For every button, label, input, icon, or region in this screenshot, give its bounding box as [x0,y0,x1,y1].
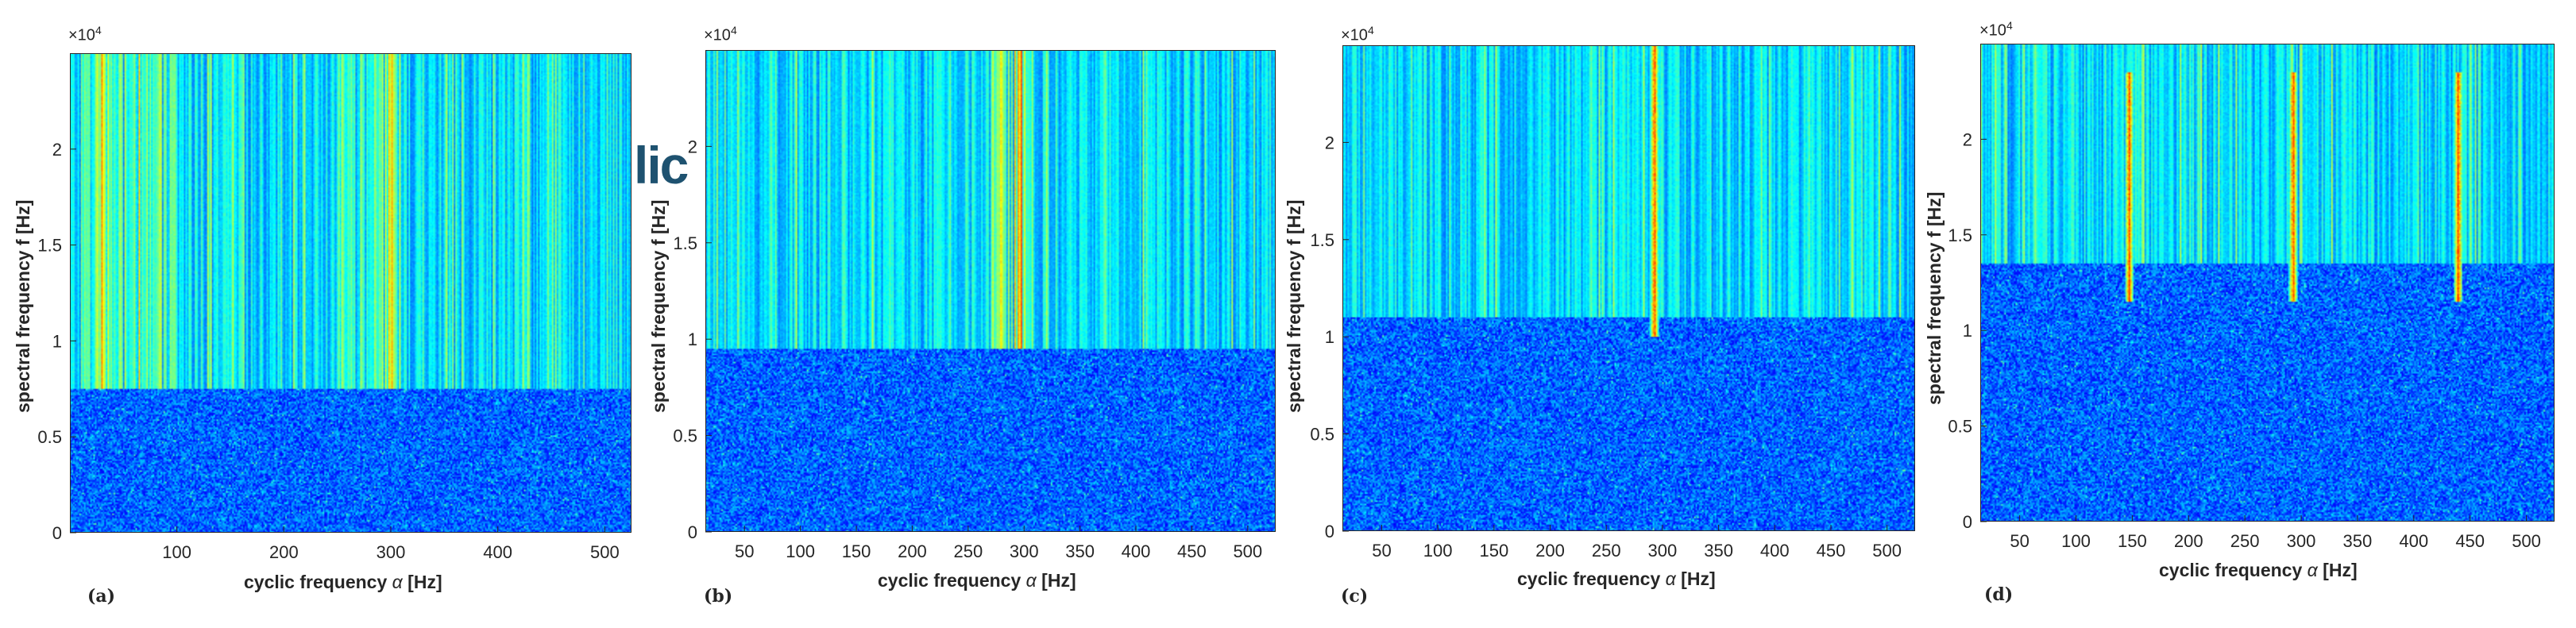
y-tick-label: 0.5 [673,426,697,446]
axis-ticks: 100 200 300 400 500 0 0.5 1 1.5 2 [37,140,620,562]
x-tick-label: 100 [786,541,815,561]
y-axis-label: spectral frequency f [Hz] [648,199,669,413]
y-tick-label: 1.5 [37,236,62,256]
x-tick-label: 350 [1704,541,1733,561]
x-tick-label: 400 [1122,541,1151,561]
y-tick-label: 0 [1963,512,1972,532]
y-tick-label: 1 [1963,321,1972,341]
heatmap-image [1980,44,2555,522]
x-tick-label: 100 [1423,541,1453,561]
x-tick-label: 50 [2010,531,2029,551]
overlay-text-fragment: lic [634,136,689,195]
x-tick-label: 500 [1872,541,1902,561]
y-multiplier: ×104 [68,24,102,44]
x-tick-label: 100 [2061,531,2091,551]
y-tick-label: 2 [1963,129,1972,149]
x-tick-label: 400 [2399,531,2428,551]
y-multiplier: ×104 [1979,19,2013,40]
heatmap-panel-d: ×104 50 100 150 200 250 300 350 400 450 500 0 0.5 1 1… [1906,0,2555,628]
heatmap-image [70,53,631,533]
x-tick-label: 500 [590,542,620,562]
y-multiplier: ×104 [1341,24,1374,44]
x-tick-label: 500 [2512,531,2541,551]
y-tick-label: 0.5 [1948,417,1972,437]
x-tick-label: 250 [953,541,983,561]
x-tick-label: 100 [162,542,191,562]
y-tick-label: 1 [52,331,62,351]
x-tick-label: 300 [2287,531,2316,551]
axis-ticks: 50 100 150 200 250 300 350 400 450 500 0 0.5 1 1.5 2 [1948,129,2541,551]
y-tick-label: 1 [688,329,697,349]
y-axis-label: spectral frequency f [Hz] [13,199,33,413]
heatmap-panel-a: ×104 100 200 300 400 500 0 0.5 1 1.5 2 spectral f… [0,0,643,628]
axis-ticks: 50 100 150 200 250 300 350 400 450 500 0 0.5 1 1.5 2 [1310,133,1902,561]
x-tick-label: 200 [1535,541,1565,561]
x-axis-label: cyclic frequency α [Hz] [878,570,1076,591]
x-tick-label: 400 [1760,541,1790,561]
x-tick-label: 200 [898,541,927,561]
x-axis-label: cyclic frequency α [Hz] [244,572,442,592]
x-tick-label: 150 [842,541,871,561]
heatmap-image [1342,45,1915,531]
plot-area [70,53,631,533]
panel-label: (c) [1341,586,1369,607]
y-tick-label: 2 [1325,133,1334,152]
x-tick-label: 500 [1233,541,1262,561]
y-tick-label: 1 [1325,327,1334,347]
x-axis-label: cyclic frequency α [Hz] [2159,560,2358,580]
x-tick-label: 450 [1817,541,1846,561]
panel-label: (a) [87,586,116,607]
x-tick-label: 300 [1010,541,1039,561]
x-tick-label: 450 [2455,531,2485,551]
panel-label: (b) [704,586,733,607]
x-tick-label: 200 [269,542,299,562]
panel-label: (d) [1984,584,2014,605]
heatmap-panel-b: ×104 50 100 150 200 250 300 350 400 450 500 0 0.5 1 1… [635,0,1279,628]
x-tick-label: 350 [2343,531,2373,551]
y-tick-label: 2 [688,137,697,156]
y-axis-label: spectral frequency f [Hz] [1284,199,1304,413]
y-multiplier: ×104 [704,24,737,44]
x-tick-label: 50 [1372,541,1391,561]
x-tick-label: 250 [1592,541,1621,561]
x-tick-label: 250 [2230,531,2260,551]
axis-ticks: 50 100 150 200 250 300 350 400 450 500 0 0.5 1 1.5 2 [673,137,1262,561]
y-tick-label: 0 [688,522,697,542]
x-tick-label: 300 [377,542,406,562]
x-tick-label: 400 [483,542,512,562]
heatmap-panel-c: ×104 50 100 150 200 250 300 350 400 450 500 0 0.5 1 1… [1271,0,1915,628]
x-tick-label: 300 [1648,541,1678,561]
x-tick-label: 350 [1065,541,1095,561]
y-axis-label: spectral frequency f [Hz] [1924,191,1945,405]
y-tick-label: 0 [1325,522,1334,541]
y-tick-label: 2 [52,140,62,160]
x-axis-label: cyclic frequency α [Hz] [1517,568,1716,589]
y-tick-label: 1.5 [1948,225,1972,245]
plot-area [1980,44,2555,522]
y-tick-label: 0.5 [37,427,62,447]
y-tick-label: 1.5 [673,233,697,253]
x-tick-label: 200 [2174,531,2203,551]
y-tick-label: 0 [52,523,62,543]
x-tick-label: 450 [1177,541,1207,561]
x-tick-label: 150 [1479,541,1508,561]
x-tick-label: 150 [2118,531,2147,551]
heatmap-image [705,50,1276,532]
y-tick-label: 1.5 [1310,230,1334,250]
y-tick-label: 0.5 [1310,425,1334,445]
x-tick-label: 50 [735,541,754,561]
